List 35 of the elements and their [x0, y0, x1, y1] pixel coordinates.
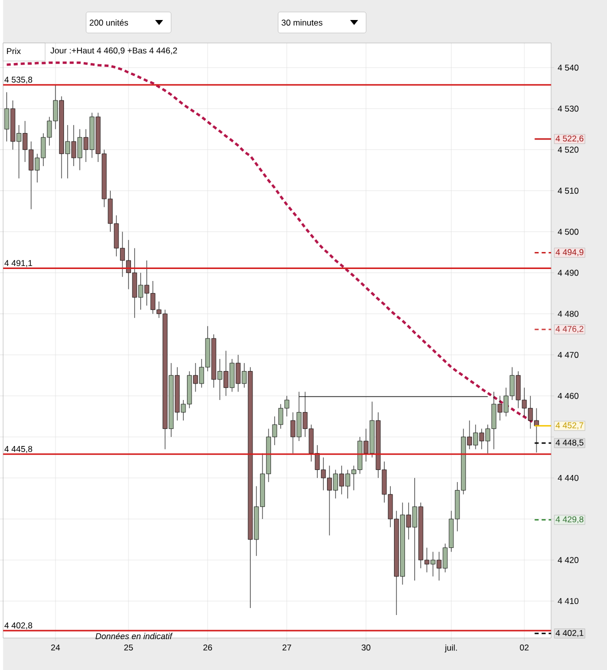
x-tick-label: 26 [203, 644, 212, 651]
x-tick-label: juil. [444, 644, 457, 652]
x-tick-label: 27 [282, 644, 292, 650]
ref-line-label: 4 429,8 [556, 516, 584, 524]
x-tick-label: 02 [520, 644, 529, 651]
text: 30 minutes [282, 19, 322, 26]
ref-line-label: 4 494,9 [556, 249, 584, 256]
y-tick-label: 4 500 [558, 228, 578, 235]
y-tick-label: 4 520 [558, 146, 578, 153]
y-tick-label: 4 510 [558, 188, 578, 194]
y-tick-label: 4 410 [558, 598, 578, 604]
ref-line-label: 4 476,2 [556, 326, 584, 333]
text: 200 unités [90, 19, 128, 26]
ref-line-label: 4 452,7 [556, 422, 584, 430]
y-tick-label: 4 470 [558, 352, 578, 358]
y-tick-label: 4 540 [558, 64, 578, 71]
y-tick-label: 4 420 [558, 557, 578, 564]
x-tick-label: 30 [362, 644, 370, 651]
y-tick-label: 4 460 [558, 392, 578, 399]
ref-line-label: 4 402,1 [556, 630, 584, 637]
annotation: Jour :+Haut 4 460,9 +Bas 4 446,2 [50, 48, 177, 54]
annotation: Prix [6, 48, 21, 54]
ref-line-label: 4 445,8 [4, 446, 32, 453]
y-tick-label: 4 480 [558, 310, 578, 317]
ref-line-label: 4 448,5 [556, 440, 584, 447]
y-tick-label: 4 530 [558, 106, 578, 112]
x-tick-label: 25 [124, 644, 133, 651]
annotation: Données en indicatif [96, 632, 173, 640]
y-tick-label: 4 440 [558, 474, 578, 481]
ref-line-label: 4 535,8 [4, 76, 32, 84]
ref-line-label: 4 491,1 [4, 260, 32, 268]
ref-line-label: 4 402,8 [4, 622, 32, 630]
y-tick-label: 4 490 [558, 270, 578, 276]
ref-line-label: 4 522,6 [556, 136, 584, 142]
x-tick-label: 24 [51, 644, 60, 650]
